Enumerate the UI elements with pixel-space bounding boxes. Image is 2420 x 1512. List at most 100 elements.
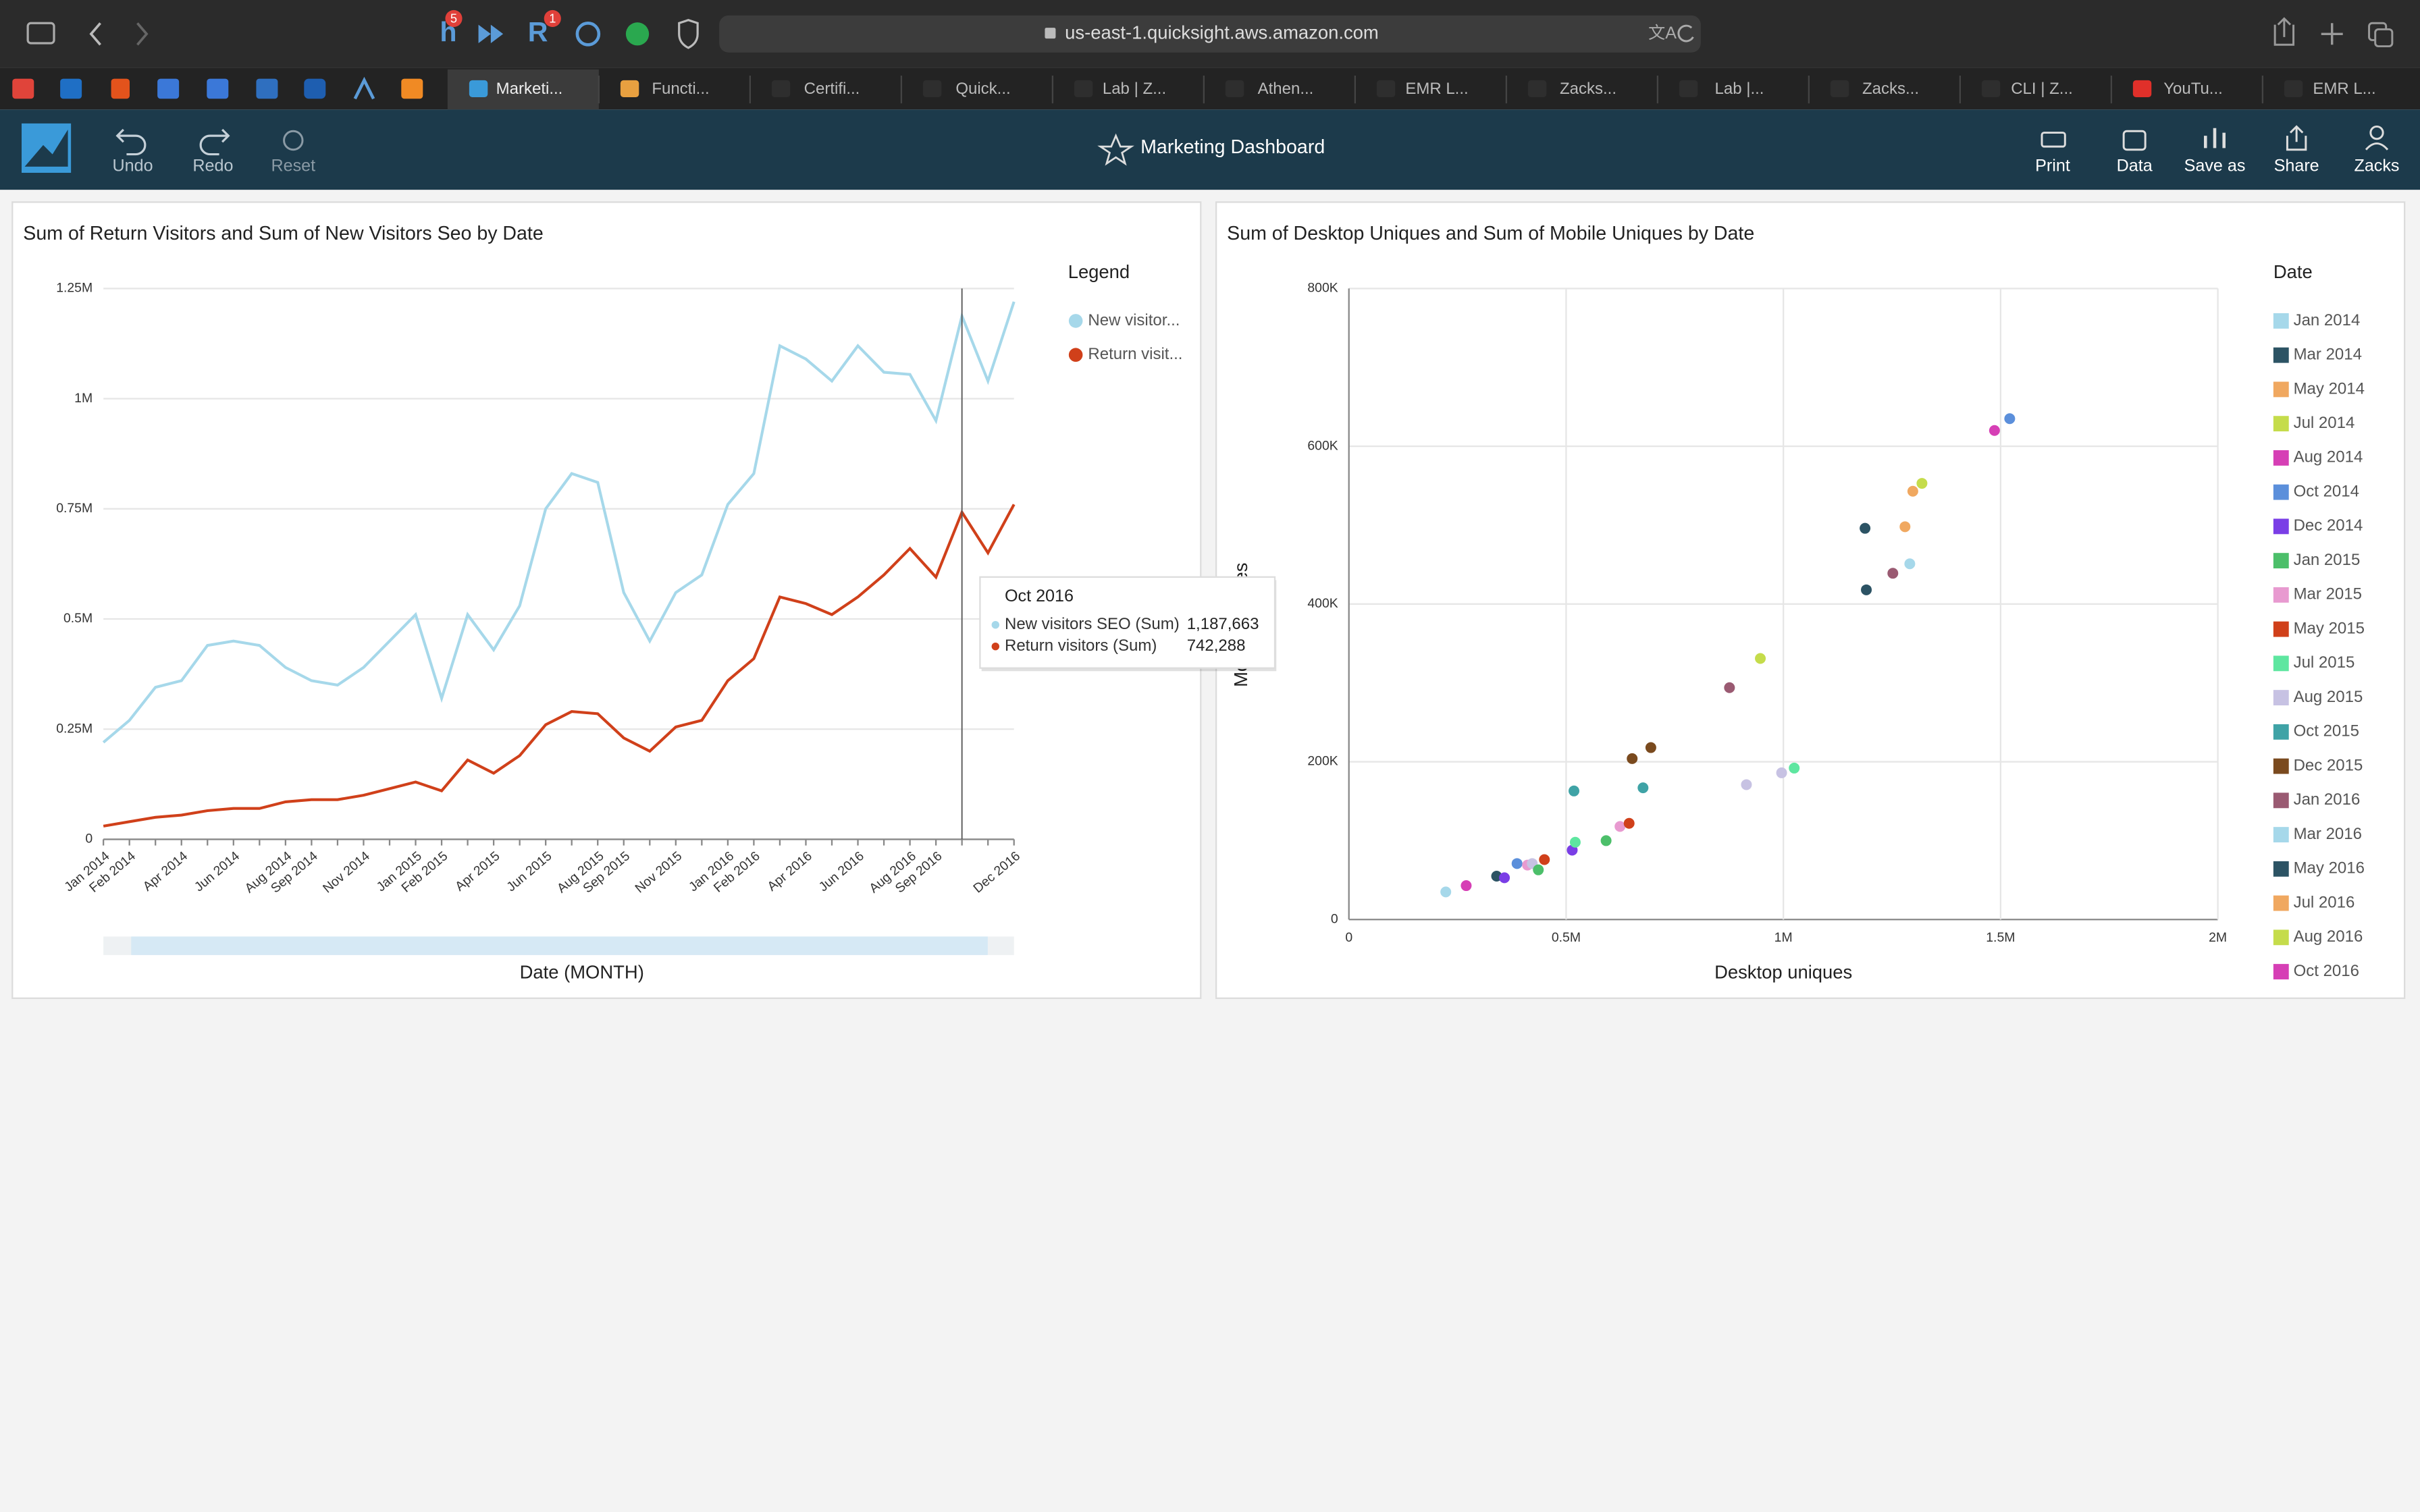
scatter-point[interactable]: [1907, 485, 1918, 497]
tab-title[interactable]: Marketi...: [496, 80, 563, 98]
scroll-thumb[interactable]: [131, 936, 988, 955]
user-icon[interactable]: [2369, 125, 2384, 140]
tabs-icon[interactable]: [2374, 28, 2394, 48]
address-bar[interactable]: [719, 15, 1701, 53]
ext-icon[interactable]: [575, 22, 601, 47]
print-icon[interactable]: [2041, 132, 2066, 148]
scatter-point[interactable]: [1755, 653, 1766, 664]
undo-icon[interactable]: [115, 128, 147, 156]
forward-icon[interactable]: [136, 22, 149, 46]
toolbar-action[interactable]: Save as: [2184, 156, 2246, 175]
bookmark-icon[interactable]: [12, 78, 34, 99]
translate-icon[interactable]: 文A: [1648, 24, 1677, 43]
scatter-point[interactable]: [1724, 682, 1735, 693]
tab-title[interactable]: Zacks...: [1862, 80, 1919, 98]
tab-icon: [922, 80, 942, 97]
reload-icon[interactable]: [1677, 24, 1694, 43]
legend-swatch: [2273, 827, 2289, 842]
scatter-point[interactable]: [1789, 762, 1800, 774]
scatter-point[interactable]: [1645, 742, 1656, 753]
toolbar-action[interactable]: Reset: [271, 156, 315, 175]
new-tab-icon[interactable]: [2321, 23, 2343, 45]
legend-swatch: [2273, 347, 2289, 363]
tab-title[interactable]: CLI | Z...: [2011, 80, 2073, 98]
scatter-point[interactable]: [2004, 413, 2016, 425]
tooltip-swatch: [991, 643, 999, 651]
tab-title[interactable]: EMR L...: [1405, 80, 1468, 98]
bookmark-icon[interactable]: [207, 78, 229, 99]
toolbar-action[interactable]: Share: [2274, 156, 2319, 175]
ext-icon[interactable]: [625, 22, 650, 46]
toolbar-action[interactable]: Undo: [113, 156, 153, 175]
tab-title[interactable]: Functi...: [652, 80, 709, 98]
favorite-icon[interactable]: [1097, 133, 1134, 166]
bookmark-icon[interactable]: [60, 78, 82, 99]
bookmark-icon[interactable]: [157, 78, 180, 99]
bookmark-icon[interactable]: [304, 78, 326, 99]
tab-title[interactable]: EMR L...: [2313, 80, 2375, 98]
ext-icon[interactable]: R: [528, 16, 548, 47]
scatter-point[interactable]: [1637, 782, 1649, 794]
scatter-point[interactable]: [1600, 835, 1612, 846]
toolbar-action[interactable]: Zacks: [2354, 156, 2399, 175]
scatter-point[interactable]: [1899, 521, 1911, 533]
legend-swatch: [2273, 553, 2289, 569]
x-axis-label: Date (MONTH): [520, 962, 644, 983]
x-tick-label: 2M: [2209, 930, 2227, 945]
scatter-point[interactable]: [1623, 817, 1635, 829]
toolbar-action[interactable]: Data: [2117, 156, 2153, 175]
share-app-icon[interactable]: [2286, 125, 2307, 151]
tab-title[interactable]: Lab | Z...: [1103, 80, 1166, 98]
scatter-point[interactable]: [1904, 558, 1916, 570]
y-tick-label: 0.25M: [56, 721, 93, 736]
shield-icon[interactable]: [678, 19, 699, 49]
legend-swatch: [2273, 758, 2289, 774]
data-icon[interactable]: [2122, 130, 2147, 151]
sidebar-icon[interactable]: [26, 22, 55, 45]
tab-title[interactable]: Certifi...: [804, 80, 860, 98]
scatter-point[interactable]: [1499, 872, 1510, 884]
tab-title[interactable]: Quick...: [955, 80, 1010, 98]
scatter-point[interactable]: [1533, 864, 1544, 875]
scatter-point[interactable]: [1461, 880, 1472, 892]
scatter-point[interactable]: [1539, 854, 1550, 865]
scatter-point[interactable]: [1916, 478, 1928, 489]
toolbar-action[interactable]: Redo: [192, 156, 233, 175]
scatter-point[interactable]: [1569, 785, 1580, 796]
scatter-point[interactable]: [1860, 522, 1871, 534]
reset-icon[interactable]: [283, 130, 304, 151]
tooltip-name: New visitors SEO (Sum): [1005, 615, 1180, 633]
save-as-icon[interactable]: [2204, 128, 2226, 148]
scatter-point[interactable]: [1776, 767, 1787, 778]
visual-panel[interactable]: [1215, 201, 2406, 999]
scatter-point[interactable]: [1627, 753, 1638, 764]
back-icon[interactable]: [89, 22, 101, 46]
scatter-point[interactable]: [1614, 821, 1626, 832]
toolbar-action[interactable]: Print: [2035, 156, 2070, 175]
ext-icon[interactable]: [478, 24, 504, 43]
legend-swatch: [2273, 416, 2289, 432]
share-icon[interactable]: [2273, 17, 2295, 46]
redo-icon[interactable]: [199, 128, 230, 156]
bookmark-icon[interactable]: [256, 78, 278, 99]
bookmark-icon[interactable]: [111, 78, 130, 99]
user-icon[interactable]: [2365, 142, 2389, 151]
tab-title[interactable]: YouTu...: [2163, 80, 2223, 98]
legend-swatch: [2273, 518, 2289, 535]
legend-label: May 2014: [2294, 379, 2365, 398]
scatter-point[interactable]: [1861, 584, 1872, 595]
bookmark-icon[interactable]: [353, 76, 375, 100]
scatter-point[interactable]: [1511, 858, 1523, 869]
tab-title[interactable]: Athen...: [1258, 80, 1314, 98]
bookmark-icon[interactable]: [401, 78, 423, 99]
scatter-point[interactable]: [1741, 779, 1752, 790]
scatter-point[interactable]: [1989, 425, 2000, 436]
scatter-point[interactable]: [1440, 886, 1452, 898]
scatter-point[interactable]: [1887, 568, 1899, 579]
tab-title[interactable]: Zacks...: [1560, 80, 1616, 98]
tab-title[interactable]: Lab |...: [1715, 80, 1764, 98]
scatter-point[interactable]: [1569, 836, 1581, 848]
tab-icon: [2284, 80, 2303, 97]
legend-label: May 2016: [2294, 859, 2365, 878]
